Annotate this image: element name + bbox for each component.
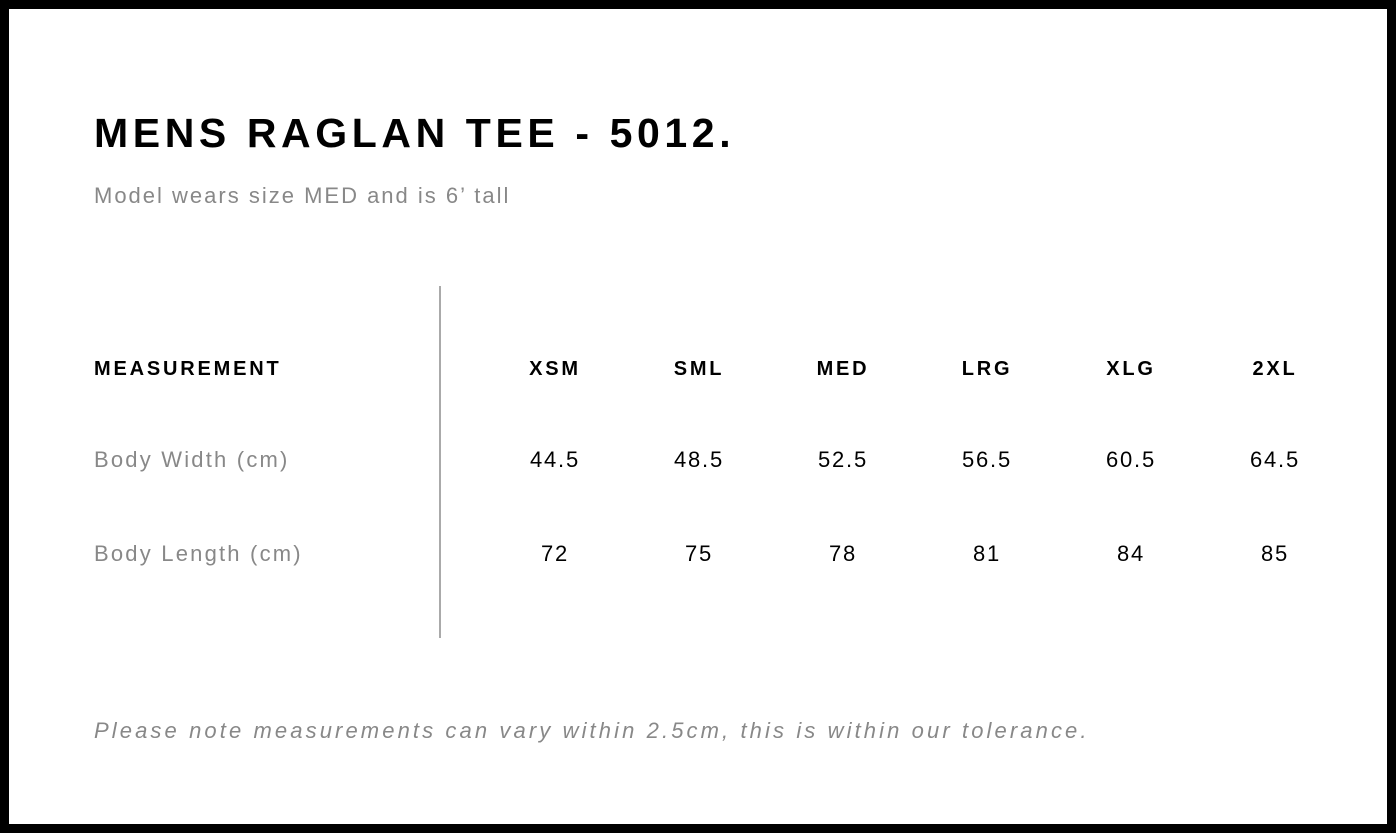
- model-info-subtitle: Model wears size MED and is 6’ tall: [94, 183, 511, 208]
- table-cell: 52.5: [817, 447, 869, 472]
- table-divider: [439, 286, 441, 638]
- size-header-med: MED: [816, 358, 870, 380]
- size-header-sml: SML: [673, 358, 725, 380]
- table-cell: 84: [1116, 541, 1146, 566]
- size-header-xlg: XLG: [1106, 358, 1156, 380]
- row-label: Body Length (cm): [94, 541, 303, 566]
- size-header-2xl: 2XL: [1252, 358, 1298, 380]
- row-label: Body Width (cm): [94, 447, 290, 472]
- table-cell: 81: [972, 541, 1002, 566]
- table-cell: 72: [540, 541, 570, 566]
- table-cell: 78: [828, 541, 858, 566]
- measurement-header: MEASUREMENT: [94, 358, 282, 380]
- tolerance-note: Please note measurements can vary within…: [94, 718, 1090, 743]
- table-cell: 48.5: [673, 447, 725, 472]
- table-cell: 56.5: [961, 447, 1013, 472]
- size-header-lrg: LRG: [961, 358, 1013, 380]
- size-chart-card: MENS RAGLAN TEE - 5012. Model wears size…: [9, 9, 1387, 824]
- table-cell: 60.5: [1105, 447, 1157, 472]
- table-cell: 75: [684, 541, 714, 566]
- page-title: MENS RAGLAN TEE - 5012.: [94, 110, 736, 156]
- table-cell: 44.5: [529, 447, 581, 472]
- size-header-xsm: XSM: [529, 358, 581, 380]
- table-cell: 85: [1260, 541, 1290, 566]
- table-cell: 64.5: [1249, 447, 1301, 472]
